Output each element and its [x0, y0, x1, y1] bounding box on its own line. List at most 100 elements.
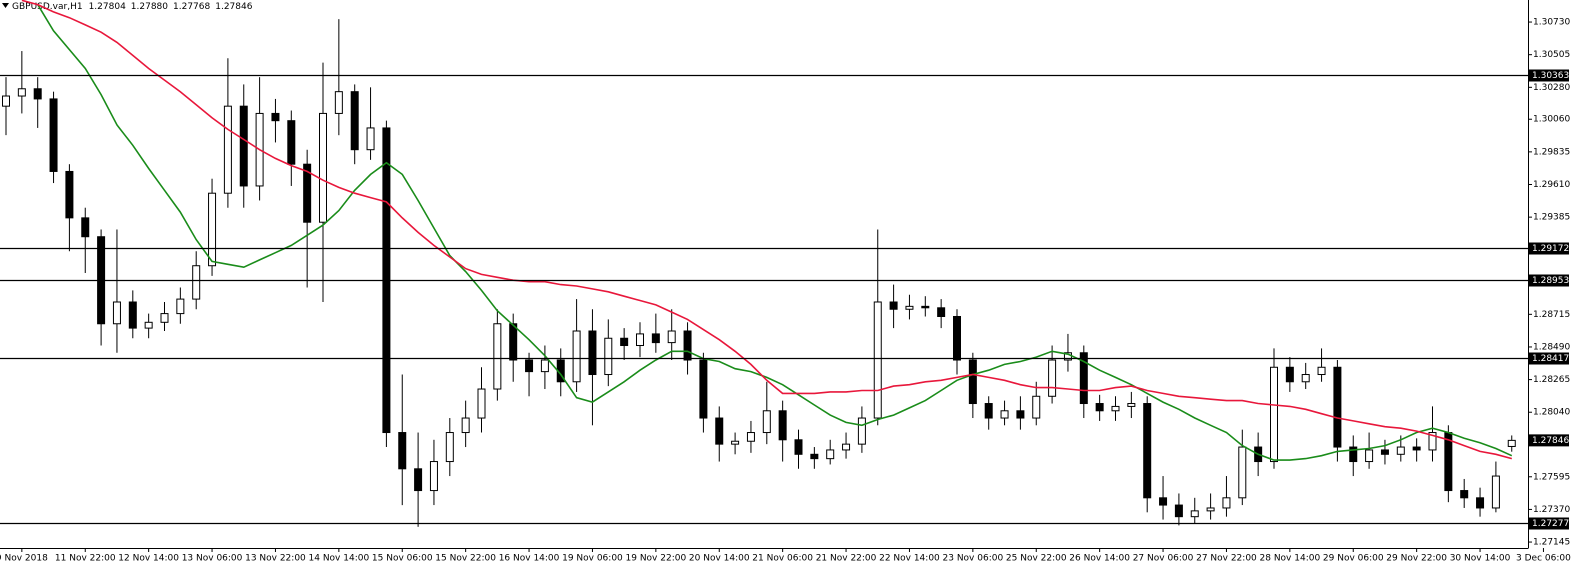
candle-body: [1032, 395, 1041, 419]
candle-body: [1396, 446, 1405, 455]
x-tick-label: 21 Nov 22:00: [816, 554, 877, 564]
candle-body: [239, 105, 248, 187]
candle-body: [1412, 446, 1421, 451]
x-tick-label: 13 Nov 06:00: [182, 554, 243, 564]
candle-body: [81, 217, 90, 238]
y-tick-label: 1.27595: [1533, 472, 1570, 482]
x-tick-label: 14 Nov 14:00: [309, 554, 370, 564]
candle-body: [842, 443, 851, 451]
candle-body: [1095, 403, 1104, 412]
y-tick-label: 1.28715: [1533, 310, 1570, 320]
candle-body: [414, 468, 423, 492]
candle-body: [731, 440, 740, 445]
candle-body: [525, 359, 534, 373]
candle-body: [1159, 497, 1168, 506]
open-label: 1.27804: [89, 2, 126, 12]
level-label: 1.27277: [1532, 519, 1569, 529]
symbol-menu-icon[interactable]: [2, 3, 9, 8]
candle-body: [1222, 497, 1231, 509]
candle-body: [1206, 507, 1215, 512]
y-tick-label: 1.29835: [1533, 147, 1570, 157]
x-tick-label: 25 Nov 22:00: [1006, 554, 1067, 564]
high-label: 1.27880: [131, 2, 168, 12]
candle-body: [65, 170, 74, 219]
candle-body: [208, 192, 217, 267]
level-label-box: [1529, 242, 1569, 255]
candle-body: [1380, 449, 1389, 455]
candle-body: [826, 449, 835, 460]
x-tick-label: 29 Nov 22:00: [1386, 554, 1447, 564]
x-tick-label: 19 Nov 22:00: [626, 554, 687, 564]
price-marker-label: 1.27846: [1532, 436, 1569, 446]
level-label-box: [1529, 69, 1569, 82]
low-label: 1.27768: [173, 2, 210, 12]
candle-body: [810, 453, 819, 460]
x-tick-label: 13 Nov 22:00: [245, 554, 306, 564]
candle-body: [445, 432, 454, 463]
candle-body: [746, 432, 755, 442]
candle-body: [968, 359, 977, 405]
candle-body: [1127, 403, 1136, 407]
candle-body: [144, 321, 153, 329]
candle-body: [1270, 366, 1278, 463]
candle-body: [303, 163, 312, 223]
y-tick-label: 1.28040: [1533, 408, 1570, 418]
candle-body: [366, 127, 375, 151]
candle-body: [128, 301, 137, 329]
x-tick-label: 30 Nov 14:00: [1450, 554, 1511, 564]
candle-body: [160, 313, 169, 323]
candle-body: [953, 315, 961, 361]
candle-body: [1301, 374, 1310, 383]
y-tick-label: 1.28265: [1533, 375, 1570, 385]
y-tick-label: 1.30730: [1533, 18, 1570, 28]
level-label: 1.30363: [1532, 71, 1569, 81]
y-tick-label: 1.28490: [1533, 342, 1570, 352]
y-tick-label: 1.27145: [1533, 538, 1570, 548]
candle-body: [1048, 359, 1057, 397]
chart-header: GBPUSD.var,H1 1.27804 1.27880 1.27768 1.2784…: [12, 2, 253, 12]
candle-body: [651, 333, 660, 344]
candle-body: [1000, 410, 1009, 419]
candle-body: [762, 410, 771, 434]
candle-body: [889, 301, 898, 310]
candle-body: [857, 417, 866, 445]
candle-body: [604, 337, 613, 376]
level-label: 1.28417: [1532, 354, 1569, 364]
moving-average-line: [21, 0, 1513, 460]
candle-body: [398, 432, 407, 470]
candle-body: [1190, 510, 1199, 518]
x-tick-label: 11 Nov 22:00: [55, 554, 116, 564]
x-tick-label: 27 Nov 22:00: [1196, 554, 1257, 564]
candle-body: [921, 305, 930, 309]
y-tick-label: 1.30060: [1533, 115, 1570, 125]
candle-body: [683, 330, 692, 361]
close-label: 1.27846: [215, 2, 252, 12]
y-tick-label: 1.29610: [1533, 180, 1570, 190]
candle-body: [1333, 366, 1342, 448]
candle-body: [319, 112, 327, 223]
candle-body: [1491, 475, 1500, 509]
candle-body: [33, 88, 42, 100]
candle-body: [1174, 504, 1183, 518]
candle-body: [1317, 366, 1326, 376]
level-label: 1.28953: [1532, 276, 1569, 286]
level-label-box: [1529, 517, 1569, 530]
candle-body: [1111, 405, 1120, 412]
x-tick-label: 29 Nov 06:00: [1323, 554, 1384, 564]
x-tick-label: 15 Nov 06:00: [372, 554, 433, 564]
candle-body: [540, 359, 549, 373]
chart-title: GBPUSD.var,H1: [12, 2, 83, 12]
candle-body: [1143, 403, 1152, 499]
candle-body: [905, 305, 914, 310]
x-tick-label: 3 Dec 06:00: [1516, 554, 1571, 564]
candle-body: [334, 91, 343, 114]
candle-body: [1507, 439, 1516, 447]
candle-body: [620, 337, 629, 347]
candle-body: [17, 88, 26, 97]
x-tick-label: 15 Nov 22:00: [435, 554, 496, 564]
x-tick-label: 9 Nov 2018: [0, 554, 48, 564]
x-tick-label: 23 Nov 06:00: [943, 554, 1004, 564]
candle-body: [271, 112, 280, 122]
candle-body: [699, 359, 708, 419]
